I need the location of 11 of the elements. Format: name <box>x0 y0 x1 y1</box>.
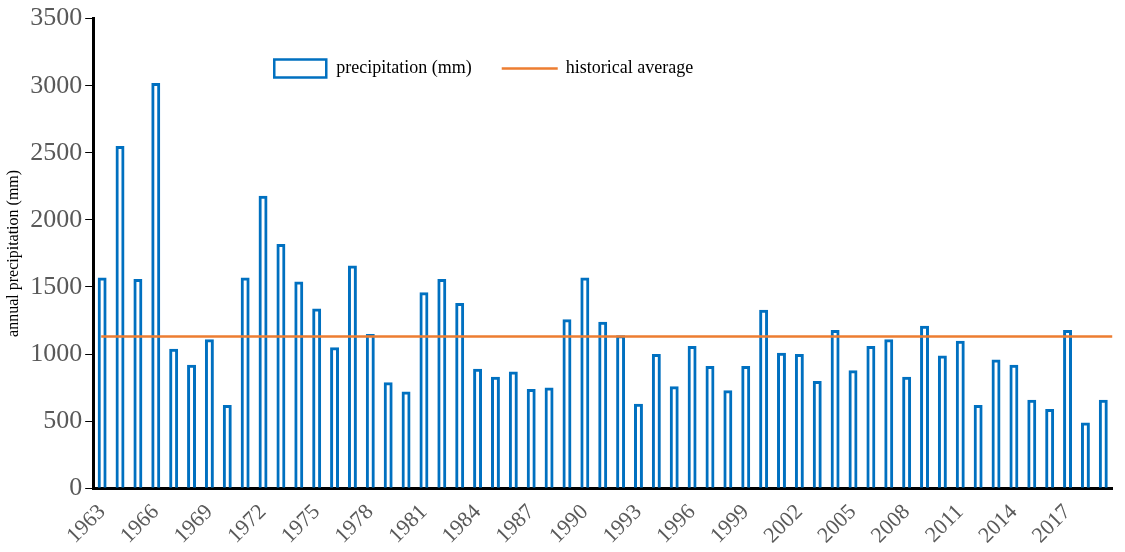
y-tick-label: 1500 <box>30 270 83 300</box>
y-tick-label: 3500 <box>30 2 83 32</box>
legend-label: historical average <box>565 57 694 78</box>
y-tick-label: 2500 <box>30 136 83 166</box>
y-tick-label: 1000 <box>30 337 83 367</box>
y-tick-label: 500 <box>43 404 83 434</box>
y-axis-title: annual precipitation (mm) <box>3 169 22 337</box>
legend-label: precipitation (mm) <box>336 57 472 79</box>
y-tick-label: 0 <box>69 472 83 502</box>
y-tick-label: 3000 <box>30 69 83 99</box>
y-tick-label: 2000 <box>30 203 83 233</box>
